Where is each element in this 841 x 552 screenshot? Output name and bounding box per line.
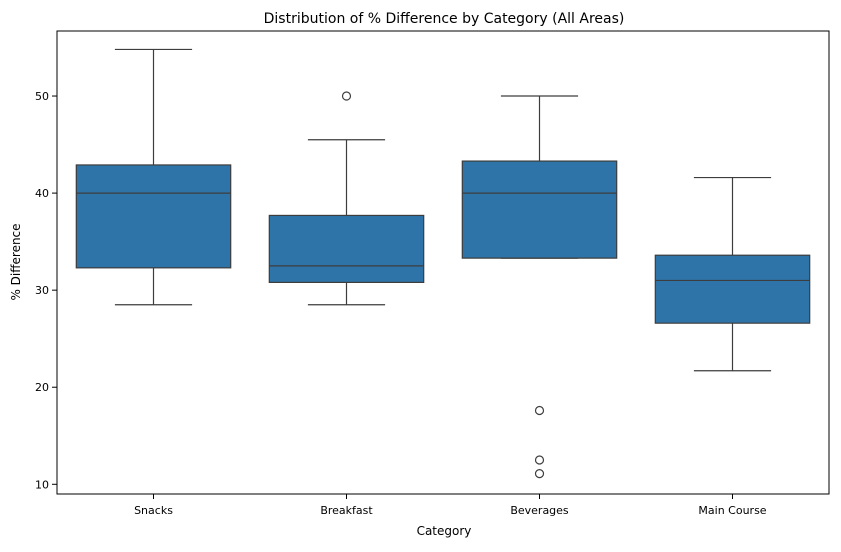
plot-area — [75, 48, 811, 479]
x-tick-label: Breakfast — [320, 504, 373, 517]
box-group-snacks — [75, 48, 232, 306]
y-axis-label: % Difference — [9, 223, 23, 300]
y-tick-label: 50 — [35, 90, 49, 103]
y-tick-label: 30 — [35, 284, 49, 297]
box-group-main-course — [654, 176, 811, 372]
x-tick-label: Snacks — [134, 504, 173, 517]
outlier-point — [534, 455, 545, 465]
plot-frame — [56, 30, 830, 495]
box-group-breakfast — [268, 91, 425, 306]
outlier-point — [534, 405, 545, 416]
box — [461, 160, 618, 259]
box — [75, 164, 232, 269]
y-tick-label: 10 — [35, 478, 49, 491]
outlier-point — [341, 91, 352, 101]
x-tick-label: Beverages — [510, 504, 569, 517]
box — [654, 254, 811, 324]
outlier-point — [534, 469, 545, 479]
chart-title: Distribution of % Difference by Category… — [264, 11, 625, 27]
x-tick-label: Main Course — [698, 504, 766, 517]
box-group-beverages — [461, 95, 618, 479]
y-tick-label: 40 — [35, 187, 49, 200]
box — [268, 214, 425, 283]
y-tick-label: 20 — [35, 381, 49, 394]
x-axis-label: Category — [417, 524, 472, 538]
